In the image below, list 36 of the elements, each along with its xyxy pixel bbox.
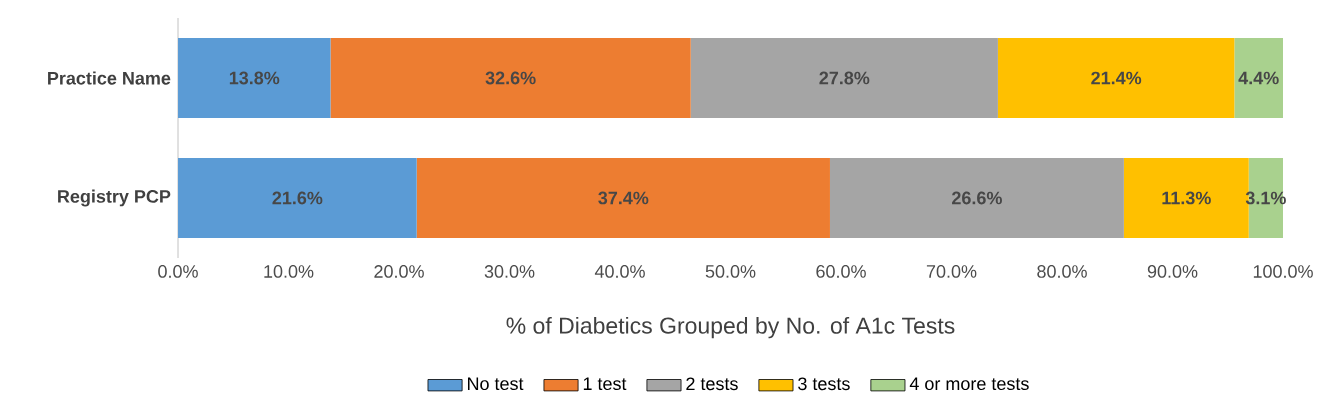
data-label: 37.4% — [598, 191, 649, 205]
x-tick-label: 50.0% — [705, 265, 756, 278]
x-tick-label: 80.0% — [1037, 265, 1087, 278]
bar — [416, 158, 830, 238]
x-tick-label: 90.0% — [1147, 265, 1198, 278]
x-tick-label: 40.0% — [594, 265, 645, 278]
y-tick-label: Registry PCP — [58, 189, 171, 207]
bar — [330, 38, 691, 119]
data-label: 26.6% — [952, 191, 1002, 205]
data-label: 32.6% — [485, 71, 536, 85]
legend-label: 2 tests — [686, 377, 738, 391]
x-tick-label: 70.0% — [926, 265, 977, 278]
data-label: 21.6% — [272, 191, 323, 205]
bar — [178, 38, 331, 119]
y-tick-label: Practice Name — [48, 71, 171, 85]
x-tick-label: 10.0% — [264, 265, 314, 278]
legend-label: No test — [468, 377, 524, 391]
x-tick-label: 0.0% — [158, 265, 198, 278]
data-label: 4.4% — [1238, 71, 1279, 85]
bar — [178, 158, 417, 238]
x-tick-label: 60.0% — [816, 265, 866, 278]
data-label: 27.8% — [819, 71, 870, 85]
bar — [997, 38, 1235, 119]
x-tick-label: 100.0% — [1253, 265, 1313, 278]
bar — [1234, 38, 1283, 119]
data-label: 21.4% — [1091, 71, 1142, 85]
bar — [690, 38, 998, 119]
x-axis-title: % of Diabetics Grouped by No. of A1c Tests — [506, 316, 955, 339]
legend-label: 3 tests — [798, 377, 850, 391]
bar — [829, 158, 1124, 238]
x-tick-label: 30.0% — [484, 265, 535, 278]
x-tick-label: 20.0% — [374, 265, 424, 278]
data-label: 11.3% — [1162, 191, 1211, 205]
legend-label: 4 or more tests — [909, 377, 1029, 391]
legend-label: 1 test — [583, 377, 627, 391]
data-label: 13.8% — [229, 71, 280, 85]
